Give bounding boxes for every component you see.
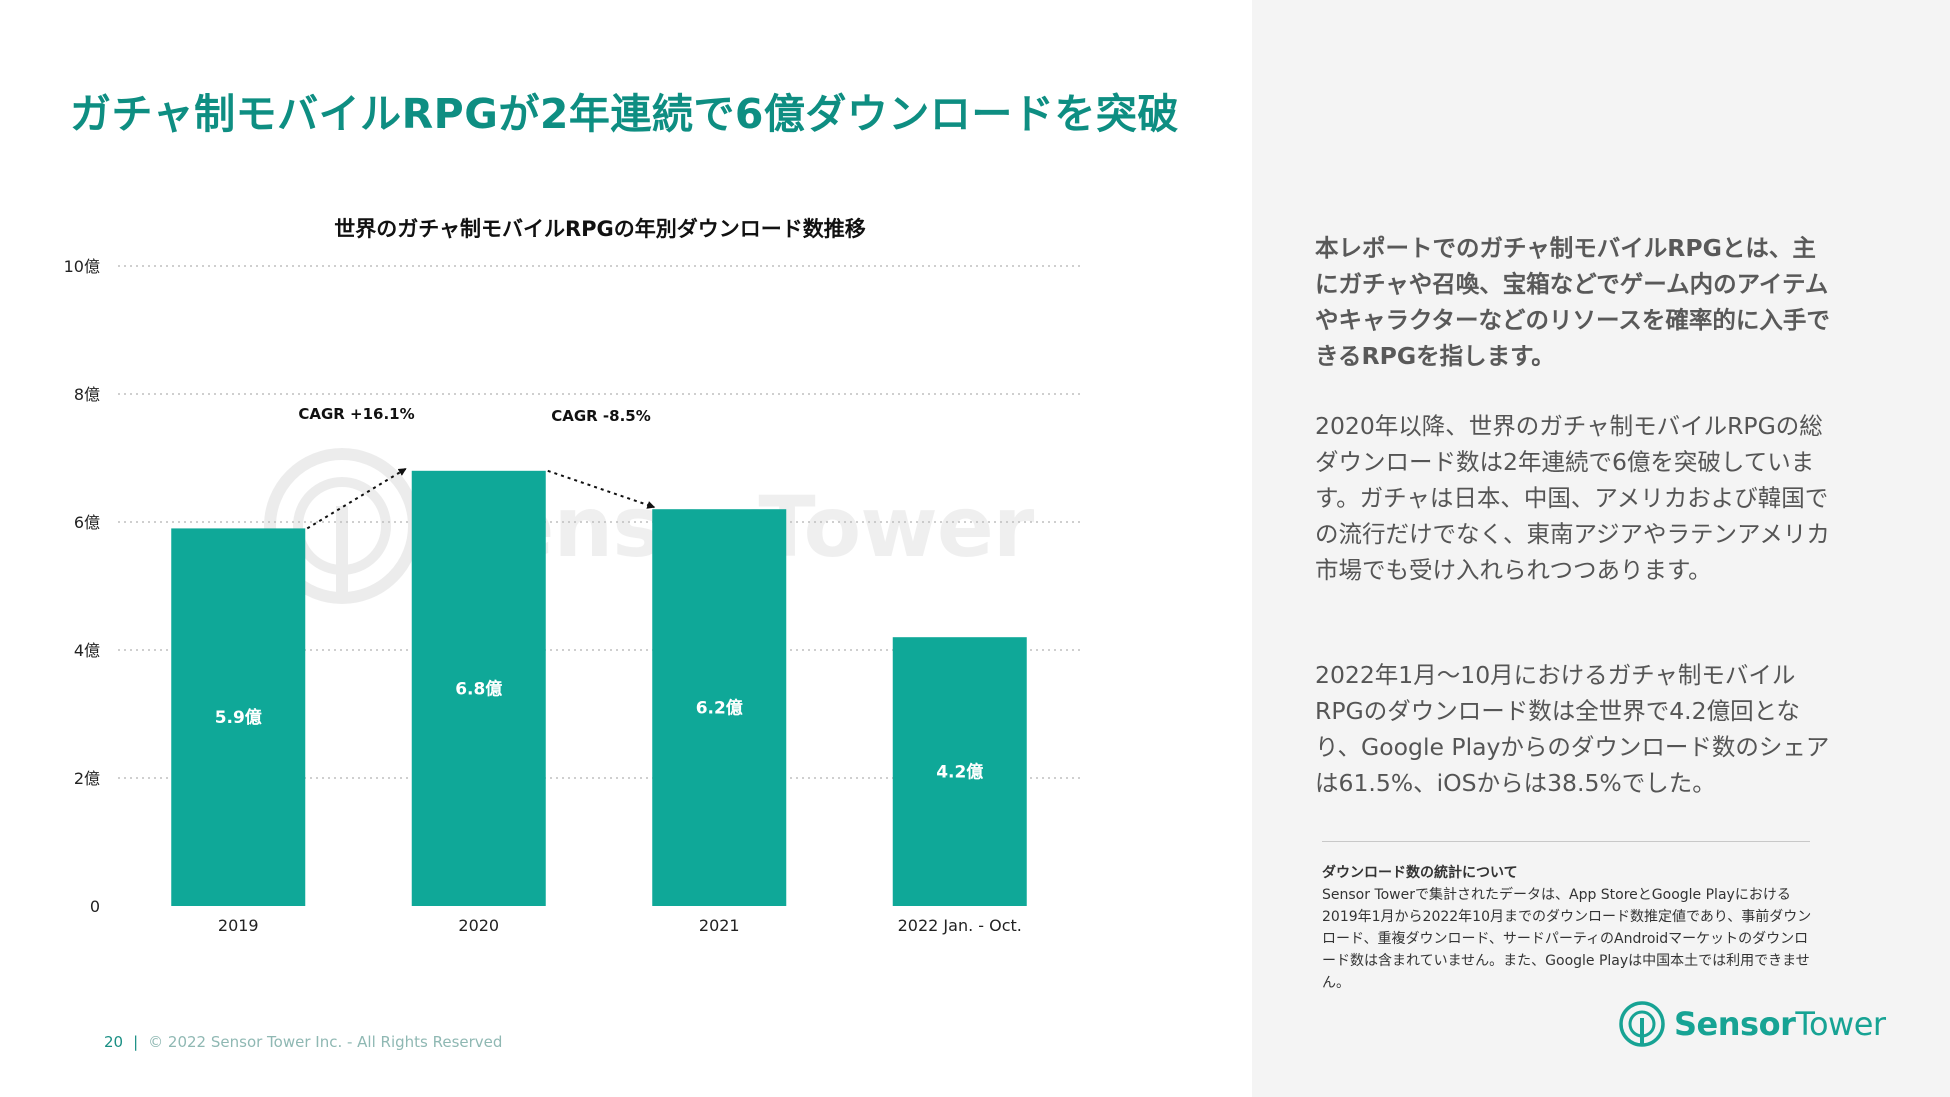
y-tick-label: 0 <box>90 897 100 916</box>
right-panel <box>1252 0 1950 1097</box>
note-body: Sensor Towerで集計されたデータは、App StoreとGoogle … <box>1322 887 1812 991</box>
cagr-arrow <box>547 469 656 509</box>
y-tick-label: 2億 <box>74 769 100 788</box>
x-axis-ticks: 2019 2020 2021 2022 Jan. - Oct. <box>218 916 1022 935</box>
trend-paragraph: 2020年以降、世界のガチャ制モバイルRPGの総ダウンロード数は2年連続で6億を… <box>1315 412 1830 584</box>
cagr-arrow <box>306 467 407 530</box>
chart-title: 世界のガチャ制モバイルRPGの年別ダウンロード数推移 <box>334 217 866 241</box>
footer: 20 | © 2022 Sensor Tower Inc. - All Rights… <box>104 1033 502 1051</box>
bar-value-label: 4.2億 <box>936 762 983 783</box>
gridlines <box>118 265 1080 779</box>
footer-separator: | <box>133 1033 139 1051</box>
bar-value-label: 5.9億 <box>215 707 262 728</box>
x-tick-label: 2020 <box>458 916 499 935</box>
bars <box>171 470 1027 906</box>
bar <box>171 528 306 906</box>
y-tick-label: 4億 <box>74 641 100 660</box>
sensor-tower-logo: SensorTower <box>1618 1000 1886 1056</box>
definition-paragraph: 本レポートでのガチャ制モバイルRPGとは、主にガチャや召喚、宝箱などでゲーム内の… <box>1315 234 1830 370</box>
cagr-annotations: CAGR +16.1% CAGR -8.5% <box>298 405 656 530</box>
y-axis-ticks: 0 2億 4億 6億 8億 10億 <box>64 257 100 916</box>
note-title: ダウンロード数の統計について <box>1322 865 1518 881</box>
bar-value-label: 6.8億 <box>455 678 502 699</box>
page-title: ガチャ制モバイルRPGが2年連続で6億ダウンロードを突破 <box>70 90 1179 138</box>
bar <box>892 637 1027 906</box>
page-number: 20 <box>104 1033 124 1051</box>
share-paragraph: 2022年1月〜10月におけるガチャ制モバイルRPGのダウンロード数は全世界で4… <box>1315 661 1830 797</box>
bar <box>652 509 787 906</box>
bar-value-label: 6.2億 <box>696 698 743 719</box>
y-tick-label: 10億 <box>64 257 100 276</box>
copyright-text: © 2022 Sensor Tower Inc. - All Rights Re… <box>148 1033 503 1051</box>
methodology-note: ダウンロード数の統計について Sensor Towerで集計されたデータは、Ap… <box>1322 862 1822 994</box>
divider <box>1322 841 1810 842</box>
x-tick-label: 2019 <box>218 916 259 935</box>
y-tick-label: 8億 <box>74 385 100 404</box>
sensor-tower-logo-icon <box>1619 1001 1665 1047</box>
x-tick-label: 2021 <box>699 916 740 935</box>
y-tick-label: 6億 <box>74 513 100 532</box>
x-tick-label: 2022 Jan. - Oct. <box>898 916 1022 935</box>
bar-value-labels: 5.9億 6.8億 6.2億 4.2億 <box>215 678 984 782</box>
logo-text: SensorTower <box>1674 1005 1886 1043</box>
logo-text-regular: Tower <box>1795 1005 1886 1043</box>
cagr-label: CAGR -8.5% <box>551 407 651 425</box>
logo-text-bold: Sensor <box>1674 1005 1796 1043</box>
cagr-label: CAGR +16.1% <box>298 405 414 423</box>
bar <box>411 470 546 906</box>
bar-chart: 世界のガチャ制モバイルRPGの年別ダウンロード数推移 02億4億6億8億10億 … <box>64 217 1080 935</box>
